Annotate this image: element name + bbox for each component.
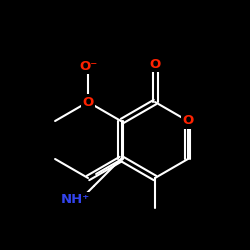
Text: O: O — [182, 114, 194, 128]
Text: NH⁺: NH⁺ — [61, 193, 90, 206]
Text: O: O — [150, 58, 160, 70]
Text: O⁻: O⁻ — [79, 60, 97, 72]
Text: O: O — [82, 96, 94, 108]
